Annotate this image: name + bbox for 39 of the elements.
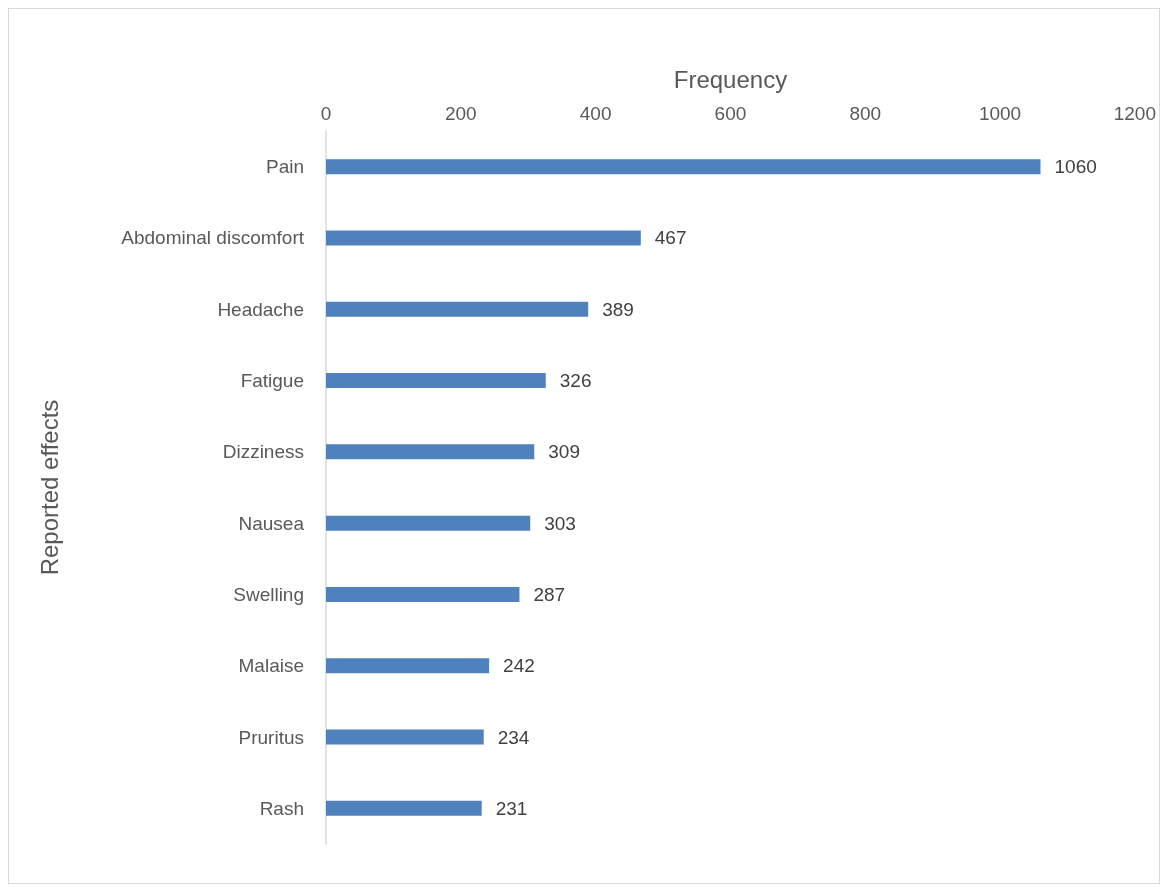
data-label: 1060 [1054, 156, 1097, 178]
data-label: 287 [533, 583, 566, 605]
x-tick-label: 1200 [1113, 103, 1157, 124]
data-label: 234 [497, 726, 530, 748]
x-tick-label: 200 [444, 103, 477, 124]
bar [326, 373, 546, 389]
x-tick-label: 600 [714, 103, 747, 124]
data-label: 309 [548, 441, 580, 463]
y-tick-label: Abdominal discomfort [121, 227, 305, 249]
y-tick-label: Fatigue [240, 370, 304, 392]
data-label: 389 [602, 298, 634, 320]
bar [326, 800, 482, 816]
y-axis-title: Reported effects [35, 399, 63, 576]
data-label: 326 [559, 370, 592, 392]
bar [326, 159, 1041, 175]
x-axis-title: Frequency [673, 65, 788, 93]
y-tick-label: Dizziness [222, 441, 304, 463]
y-tick-label: Nausea [238, 512, 305, 534]
bar [326, 586, 520, 602]
y-tick-label: Pruritus [238, 726, 304, 748]
x-tick-label: 0 [320, 103, 332, 124]
y-tick-label: Rash [259, 797, 304, 819]
bar [326, 444, 535, 460]
bar [326, 729, 484, 745]
data-label: 303 [544, 512, 576, 534]
data-label: 242 [503, 655, 535, 677]
y-tick-label: Headache [217, 298, 304, 320]
data-label: 467 [654, 227, 687, 249]
bar [326, 230, 641, 246]
bar [326, 515, 531, 531]
bar [326, 658, 490, 674]
x-tick-label: 800 [849, 103, 882, 124]
y-tick-label: Swelling [233, 583, 304, 605]
y-tick-label: Pain [265, 156, 304, 178]
data-label: 231 [495, 797, 528, 819]
x-tick-label: 400 [579, 103, 612, 124]
bar [326, 301, 589, 317]
x-tick-label: 1000 [978, 103, 1022, 124]
y-tick-label: Malaise [238, 655, 304, 677]
